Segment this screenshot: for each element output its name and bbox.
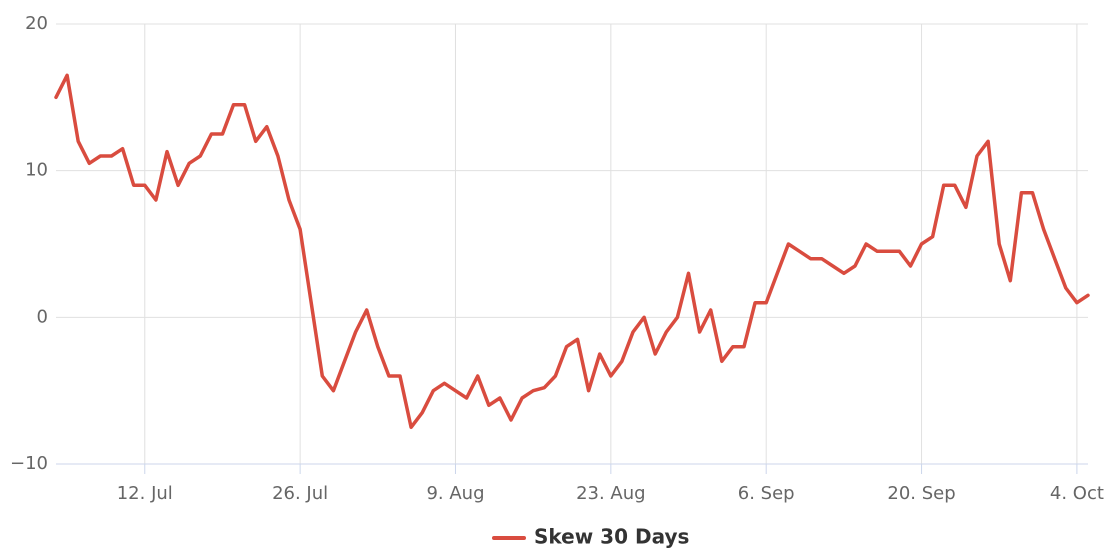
y-tick-label: −10 bbox=[10, 453, 48, 474]
x-tick-label: 26. Jul bbox=[272, 483, 328, 504]
x-tick-label: 23. Aug bbox=[576, 483, 646, 504]
x-tick-label: 9. Aug bbox=[426, 483, 484, 504]
x-tick-label: 20. Sep bbox=[887, 483, 955, 504]
y-tick-label: 0 bbox=[37, 306, 48, 327]
line bbox=[54, 73, 1090, 430]
y-tick-label: 10 bbox=[25, 160, 48, 181]
x-tick-label: 6. Sep bbox=[738, 483, 795, 504]
x-tick-label: 12. Jul bbox=[117, 483, 173, 504]
x-tick-label: 4. Oct bbox=[1050, 483, 1104, 504]
legend-label: Skew 30 Days bbox=[534, 525, 689, 549]
y-tick-label: 20 bbox=[25, 13, 48, 34]
